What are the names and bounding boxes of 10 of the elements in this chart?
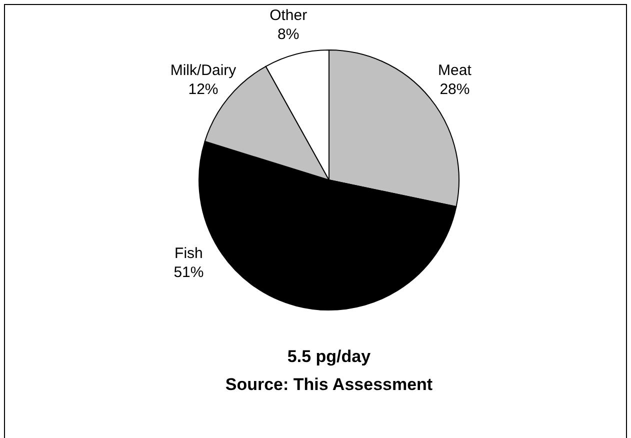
source-note: Source: This Assessment [225,375,433,394]
slice-label: Other [270,7,308,24]
data-label: 8% [277,26,300,44]
slice-label: Fish [174,245,203,262]
data-label: 12% [188,80,218,98]
text: 5.5 pg/day [287,347,372,366]
data-label: 51% [174,264,204,281]
slice-label: Milk/Dairy [170,62,237,79]
data-label: 28% [440,80,470,98]
slice-label: Meat [438,62,472,79]
